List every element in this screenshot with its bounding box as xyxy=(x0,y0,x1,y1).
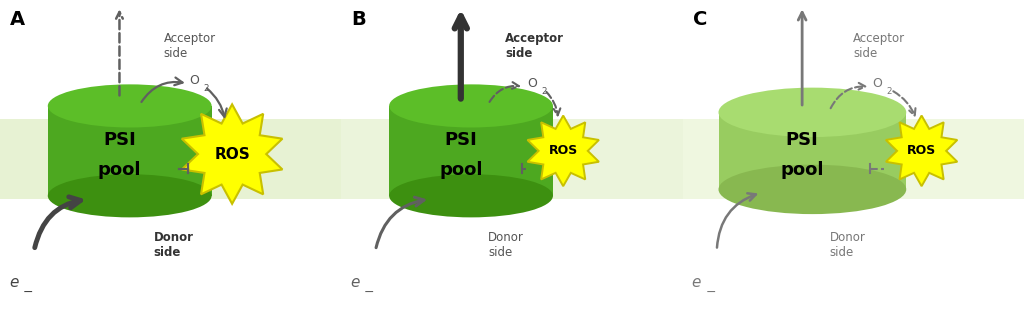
Ellipse shape xyxy=(719,165,906,214)
Text: 2: 2 xyxy=(204,84,209,93)
Bar xyxy=(683,119,1024,199)
Text: B: B xyxy=(351,10,367,29)
Polygon shape xyxy=(527,116,599,186)
Text: Acceptor
side: Acceptor side xyxy=(505,32,564,60)
Text: O: O xyxy=(189,74,200,87)
Ellipse shape xyxy=(48,84,212,127)
Text: e: e xyxy=(691,275,701,290)
Text: e: e xyxy=(9,275,18,290)
Text: −: − xyxy=(365,286,375,299)
Text: pool: pool xyxy=(439,161,482,179)
Text: pool: pool xyxy=(97,161,141,179)
Text: ROS: ROS xyxy=(907,144,936,157)
Text: 2: 2 xyxy=(887,87,892,96)
Polygon shape xyxy=(886,116,957,186)
Ellipse shape xyxy=(389,174,553,217)
Text: Donor
side: Donor side xyxy=(488,231,524,259)
Bar xyxy=(341,119,683,199)
Text: Donor
side: Donor side xyxy=(829,231,865,259)
Bar xyxy=(719,112,906,189)
Text: Donor
side: Donor side xyxy=(154,231,194,259)
Text: PSI: PSI xyxy=(103,131,136,149)
Text: PSI: PSI xyxy=(444,131,477,149)
Polygon shape xyxy=(182,104,283,204)
Text: Acceptor
side: Acceptor side xyxy=(853,32,905,60)
Text: O: O xyxy=(527,77,538,90)
Text: C: C xyxy=(693,10,708,29)
Text: 2: 2 xyxy=(542,87,547,96)
Text: ROS: ROS xyxy=(549,144,578,157)
Text: PSI: PSI xyxy=(785,131,818,149)
Text: −: − xyxy=(23,286,33,299)
Text: e: e xyxy=(350,275,359,290)
Text: O: O xyxy=(872,77,882,90)
Text: Acceptor
side: Acceptor side xyxy=(164,32,216,60)
Text: ROS: ROS xyxy=(214,147,250,161)
Ellipse shape xyxy=(48,174,212,217)
Ellipse shape xyxy=(719,88,906,137)
Text: A: A xyxy=(10,10,26,29)
Bar xyxy=(389,106,553,196)
Text: pool: pool xyxy=(780,161,824,179)
Bar xyxy=(0,119,341,199)
Ellipse shape xyxy=(389,84,553,127)
Text: −: − xyxy=(706,286,716,299)
Bar xyxy=(48,106,212,196)
